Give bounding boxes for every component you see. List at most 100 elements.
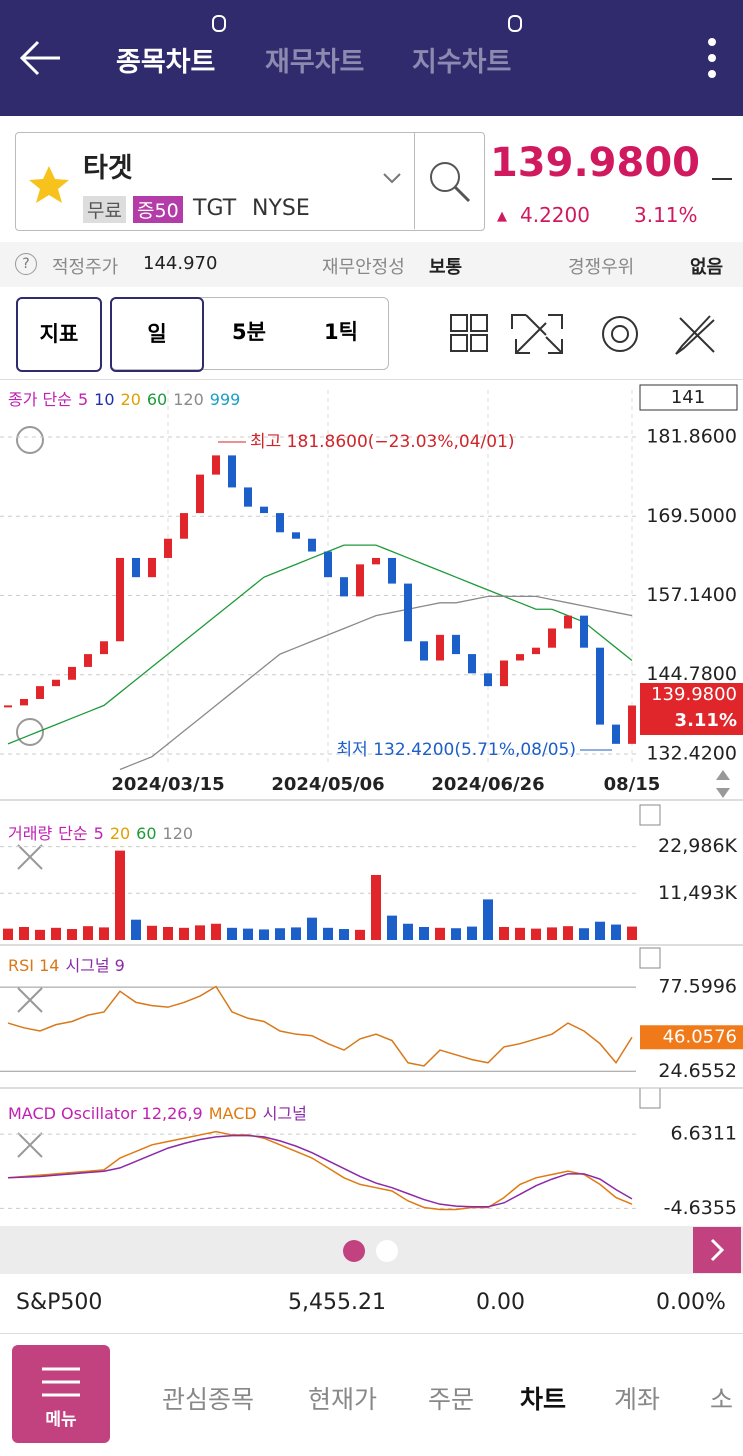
y-tick-label: 11,493K	[658, 882, 737, 904]
volume-bar	[243, 928, 253, 940]
nav-item[interactable]: 차트	[520, 1385, 567, 1414]
volume-bar	[227, 927, 237, 940]
exchange: NYSE	[252, 196, 310, 221]
panel-menus[interactable]	[639, 804, 661, 1109]
info-label: 재무안정성	[322, 257, 405, 278]
info-value: 144.970	[143, 253, 218, 274]
candle	[468, 654, 476, 674]
legend-item: MACD	[209, 1104, 257, 1123]
more-button[interactable]	[704, 36, 720, 82]
legend-item: 60	[136, 824, 156, 843]
stock-box[interactable]	[15, 132, 485, 231]
page-dot[interactable]	[376, 1240, 398, 1262]
volume-bar	[291, 927, 301, 940]
candle	[580, 615, 588, 648]
volume-bar	[275, 928, 285, 940]
volume-bar	[147, 925, 157, 940]
header	[0, 0, 743, 116]
icon	[212, 15, 226, 32]
volume-bar	[499, 927, 509, 940]
info-row	[0, 242, 743, 287]
ma-line	[119, 595, 633, 771]
legend: 종가 단순 5 10 20 60 120 999	[8, 390, 240, 409]
scroll-arrows[interactable]	[716, 770, 730, 798]
volume-bar	[131, 919, 141, 940]
info-value: 보통	[429, 257, 463, 278]
volume-bar	[163, 927, 173, 940]
x-tick-label: 08/15	[604, 774, 661, 795]
candle	[596, 647, 604, 725]
volume-bar	[547, 927, 557, 940]
legend-item: 단순	[58, 824, 87, 843]
volume-bar	[419, 927, 429, 940]
nav-item[interactable]: 소	[710, 1385, 734, 1414]
x-tick-label: 2024/05/06	[271, 774, 384, 795]
legend-item: 종가 단순	[8, 390, 72, 409]
nav-item[interactable]: 계좌	[614, 1385, 661, 1414]
candle	[244, 487, 252, 507]
candle	[436, 634, 444, 661]
candle	[324, 551, 332, 578]
indicator-button[interactable]: 지표	[16, 297, 102, 372]
nav-item[interactable]: 관심종목	[162, 1385, 255, 1414]
market-change: 0.00	[476, 1290, 525, 1315]
candle	[564, 615, 572, 629]
candle	[388, 557, 396, 584]
legend-item: 999	[210, 390, 241, 409]
annotation: 최저 132.4200(5.71%,08/05)	[337, 740, 576, 760]
legend: 거래량 단순 5 20 60 120	[8, 824, 193, 843]
search-button[interactable]	[425, 157, 475, 207]
tab[interactable]: 지수차트	[412, 47, 512, 78]
candle	[196, 474, 204, 514]
market-change-pct: 0.00%	[656, 1290, 726, 1315]
volume-bar	[595, 921, 605, 940]
y-tick-label: 22,986K	[658, 835, 737, 857]
tab[interactable]: 재무차트	[265, 47, 365, 78]
y-tick-label: 24.6552	[658, 1060, 737, 1082]
nav-item[interactable]: 현재가	[308, 1385, 378, 1414]
help-icon[interactable]: ?	[15, 253, 37, 275]
back-button[interactable]	[18, 38, 64, 78]
volume-bar	[355, 929, 365, 940]
candle	[404, 583, 412, 642]
volume-bar	[3, 928, 13, 940]
value-tag	[640, 1025, 743, 1050]
volume-bar	[627, 926, 637, 940]
period-button[interactable]: 1틱	[324, 320, 358, 344]
legend-item: 120	[173, 390, 204, 409]
count: 141	[671, 387, 705, 408]
candle	[148, 557, 156, 578]
legend-item: 20	[110, 824, 130, 843]
star[interactable]	[27, 164, 71, 204]
candle	[340, 577, 348, 597]
tool-icons[interactable]	[448, 312, 728, 356]
menu-icon	[42, 1367, 80, 1397]
volume-bar	[195, 925, 205, 940]
y-tick-label: 132.4200	[646, 742, 737, 764]
chevron[interactable]	[380, 170, 404, 186]
change: 4.2200	[520, 203, 590, 227]
next-button[interactable]	[693, 1227, 741, 1273]
zoom-out[interactable]	[16, 718, 44, 746]
candle	[548, 628, 556, 648]
volume-bar	[467, 926, 477, 940]
candle	[100, 641, 108, 655]
candle	[484, 673, 492, 687]
ma-line	[7, 544, 633, 745]
y-tick-label: 157.1400	[646, 584, 737, 606]
candle	[4, 705, 12, 708]
page-dot[interactable]	[343, 1240, 365, 1262]
zoom-in[interactable]	[16, 426, 44, 454]
close-icons[interactable]	[17, 844, 43, 1158]
period-button[interactable]: 5분	[232, 320, 266, 344]
legend-item: MACD Oscillator 12,26,9	[8, 1104, 203, 1123]
volume-bar	[99, 927, 109, 940]
nav-item[interactable]: 주문	[428, 1385, 475, 1414]
candle	[228, 455, 236, 488]
volume-bar	[179, 927, 189, 940]
candle	[180, 513, 188, 539]
period-button[interactable]: 일	[110, 297, 204, 372]
volume-bar	[35, 929, 45, 940]
candle	[532, 647, 540, 655]
tab[interactable]: 종목차트	[116, 47, 216, 78]
